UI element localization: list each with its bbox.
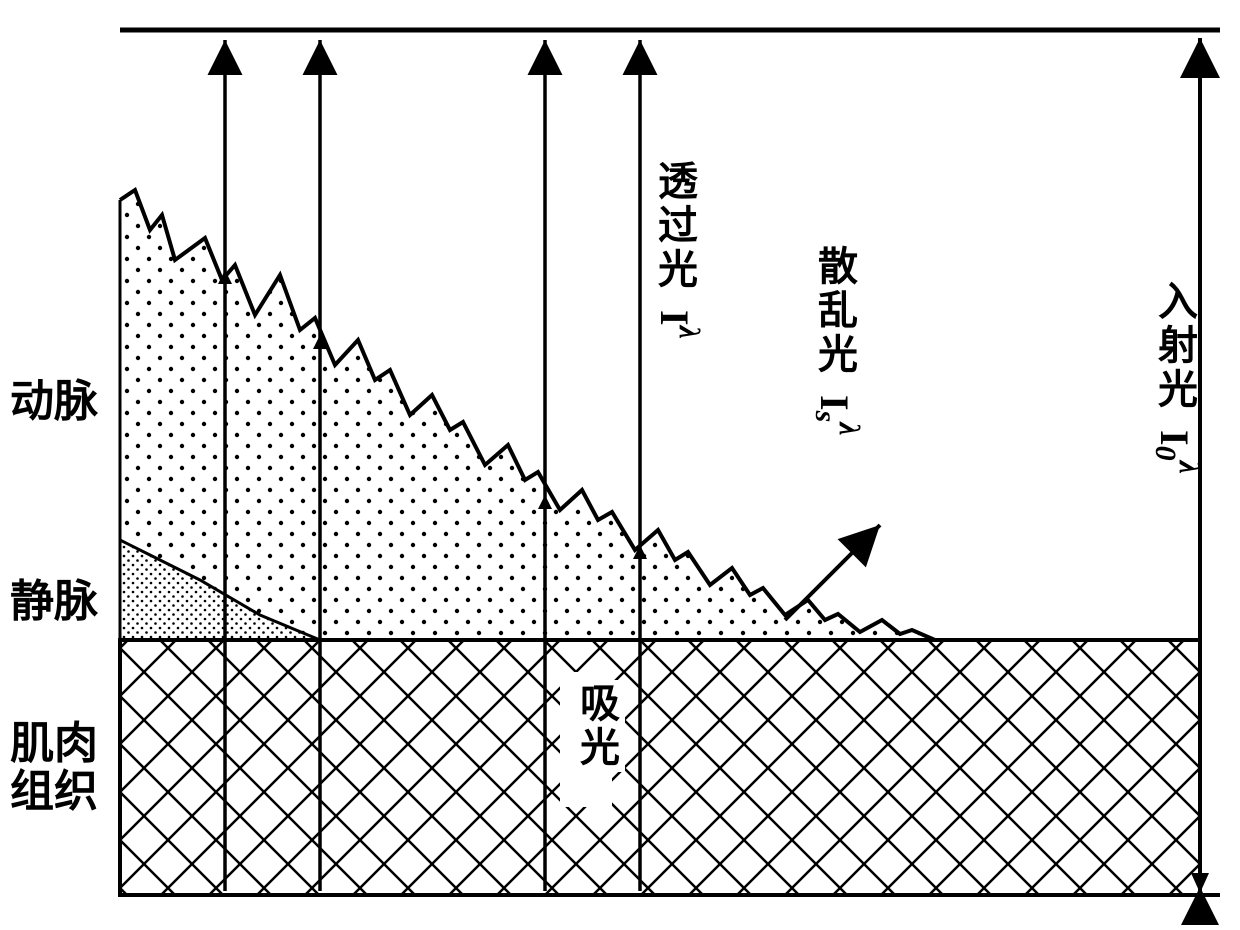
incident-formula: I0λ [1152,430,1197,474]
transmitted-light-label: 透过光 Iλ [645,160,714,339]
transmitted-formula: Iλ [652,310,697,339]
diagram-container: 动脉 静脉 肌肉 组织 入射光 I0λ 透过光 Iλ 散乱光 Isλ 吸光 [0,0,1240,925]
scattered-formula: Isλ [812,395,857,436]
incident-text: 入射光 [1152,280,1197,412]
transmitted-text: 透过光 [652,160,697,292]
tissue-light-diagram [0,0,1240,925]
muscle-label-line1: 肌肉 [10,719,98,768]
scattered-light-label: 散乱光 Isλ [805,245,874,436]
muscle-label-line2: 组织 [10,767,98,816]
absorbed-light-label: 吸光 [567,680,625,772]
scattered-text: 散乱光 [812,245,857,377]
vein-label: 静脉 [10,565,98,629]
artery-label: 动脉 [10,365,98,429]
muscle-label: 肌肉 组织 [10,720,98,817]
incident-light-label: 入射光 I0λ [1145,280,1214,474]
